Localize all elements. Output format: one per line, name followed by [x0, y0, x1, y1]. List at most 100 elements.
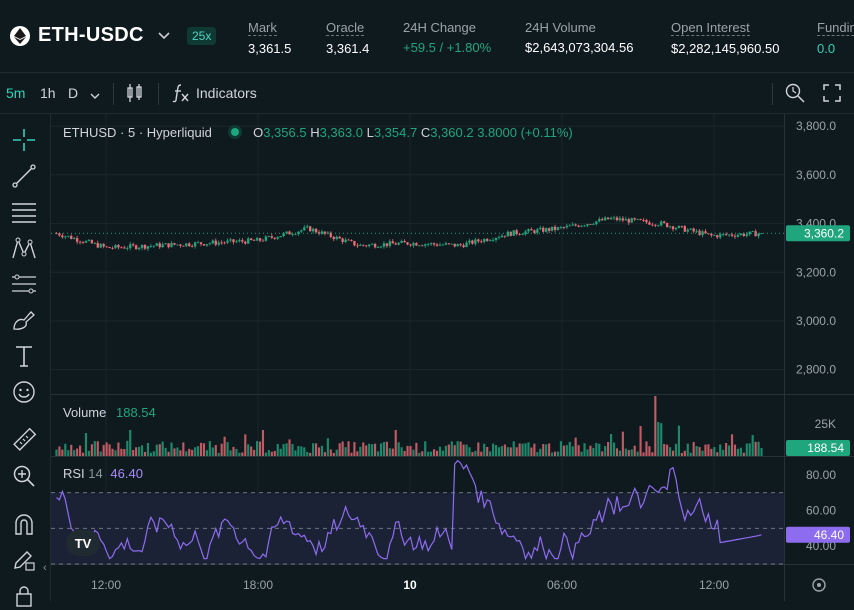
fullscreen-icon[interactable]: [823, 84, 841, 105]
indicators-fx-icon[interactable]: [172, 83, 190, 106]
magnet-icon[interactable]: [10, 510, 38, 538]
stat-label[interactable]: Oracle: [326, 20, 365, 36]
magnifier-settings-icon[interactable]: [785, 83, 805, 106]
volume-bar: [217, 452, 220, 456]
candle-body: [173, 243, 176, 245]
lock-icon[interactable]: [10, 582, 38, 610]
interval-1h[interactable]: 1h: [40, 85, 56, 101]
ruler-icon[interactable]: [10, 426, 38, 454]
candle-body: [444, 243, 448, 245]
volume-bar: [542, 444, 545, 456]
volume-bar: [167, 451, 170, 456]
chevron-down-icon[interactable]: [158, 29, 170, 43]
time-axis-label: 18:00: [243, 578, 273, 592]
volume-bar: [615, 448, 619, 456]
volume-bar: [114, 450, 117, 456]
volume-bar: [140, 445, 144, 456]
stat-label: 24H Volume: [525, 20, 596, 35]
stat-label[interactable]: Open Interest: [671, 20, 750, 36]
pattern-icon[interactable]: [10, 234, 38, 262]
pencil-lock-icon[interactable]: [10, 546, 38, 574]
candle-body: [491, 239, 495, 241]
candle-body: [722, 234, 725, 235]
candle-body: [642, 220, 645, 221]
chart-area[interactable]: 3,800.0 3,600.0 3,400.0 3,200.0 3,000.0 2,800…: [51, 114, 854, 601]
candle-body: [494, 237, 498, 240]
volume-bar: [276, 443, 279, 456]
volume-bar: [654, 396, 657, 456]
volume-bar: [397, 442, 400, 456]
volume-bar: [58, 446, 61, 456]
candle-body: [137, 247, 141, 250]
volume-bar: [483, 443, 486, 456]
candle-body: [660, 221, 663, 226]
leverage-badge[interactable]: 25x: [187, 27, 217, 45]
candle-body: [760, 233, 763, 235]
volume-bar: [332, 452, 335, 456]
fib-retracement-icon[interactable]: [10, 270, 38, 298]
candle-body: [477, 239, 480, 242]
candles-icon[interactable]: [126, 83, 144, 106]
volume-bar: [621, 431, 624, 456]
collapse-arrow-icon[interactable]: ‹: [43, 562, 47, 574]
volume-bar: [698, 447, 701, 456]
candle-body: [695, 230, 698, 232]
crosshair-icon[interactable]: [10, 126, 38, 154]
candle-body: [527, 229, 530, 232]
tradingview-logo[interactable]: TV: [66, 530, 100, 556]
volume-bar: [188, 448, 191, 456]
candle-body: [595, 221, 598, 225]
settings-gear-icon[interactable]: [812, 578, 826, 592]
interval-d[interactable]: D: [68, 85, 79, 101]
indicators-button[interactable]: Indicators: [196, 85, 257, 101]
candle-body: [539, 227, 542, 230]
candle-body: [309, 226, 312, 232]
candle-body: [627, 219, 630, 223]
interval-chevron-down-icon[interactable]: [90, 87, 100, 103]
emoji-icon[interactable]: [10, 378, 38, 406]
candle-body: [565, 225, 568, 228]
volume-bar: [471, 452, 474, 456]
zoom-in-icon[interactable]: [10, 462, 38, 490]
stat-label[interactable]: Mark: [248, 20, 277, 36]
volume-bar: [87, 450, 90, 456]
volume-bar: [730, 434, 734, 456]
text-tool-icon[interactable]: [10, 342, 38, 370]
candle-body: [394, 243, 397, 245]
volume-bar: [67, 450, 70, 456]
interval-5m[interactable]: 5m: [6, 85, 26, 101]
candle-body: [288, 231, 291, 235]
candle-body: [645, 220, 648, 223]
candle-body: [474, 239, 477, 244]
stat-value: 0.0: [817, 41, 836, 56]
volume-bar: [335, 449, 338, 456]
volume-bar: [677, 425, 680, 456]
volume-bar: [683, 450, 686, 456]
volume-bar: [530, 447, 533, 456]
symbol-label[interactable]: ETHUSD · 5 · Hyperliquid: [63, 125, 212, 140]
horizontal-lines-icon[interactable]: [10, 198, 38, 226]
volume-bar: [486, 447, 489, 456]
rsi-label[interactable]: RSI: [63, 466, 85, 481]
volume-bar: [306, 451, 309, 456]
candle-body: [524, 231, 527, 235]
stat-label[interactable]: Funding: [817, 20, 854, 36]
chart-svg[interactable]: 3,800.03,600.03,400.03,200.03,000.02,800…: [51, 114, 854, 601]
brush-icon[interactable]: [10, 306, 38, 334]
stat-24h-volume: 24H Volume $2,643,073,304.56: [525, 20, 633, 55]
candle-body: [356, 245, 359, 247]
candle-body: [264, 236, 268, 241]
candle-body: [657, 225, 660, 227]
volume-bar: [247, 444, 250, 456]
volume-bar: [412, 449, 415, 456]
candle-body: [55, 233, 58, 235]
candle-body: [99, 244, 102, 248]
volume-bar: [441, 450, 444, 456]
volume-bar: [132, 450, 135, 456]
pair-selector[interactable]: ETH-USDC: [10, 24, 170, 47]
volume-label[interactable]: Volume: [63, 405, 107, 420]
trend-line-icon[interactable]: [10, 162, 38, 190]
volume-bar: [465, 444, 468, 456]
volume-bar: [447, 444, 450, 456]
volume-bar: [500, 446, 503, 456]
